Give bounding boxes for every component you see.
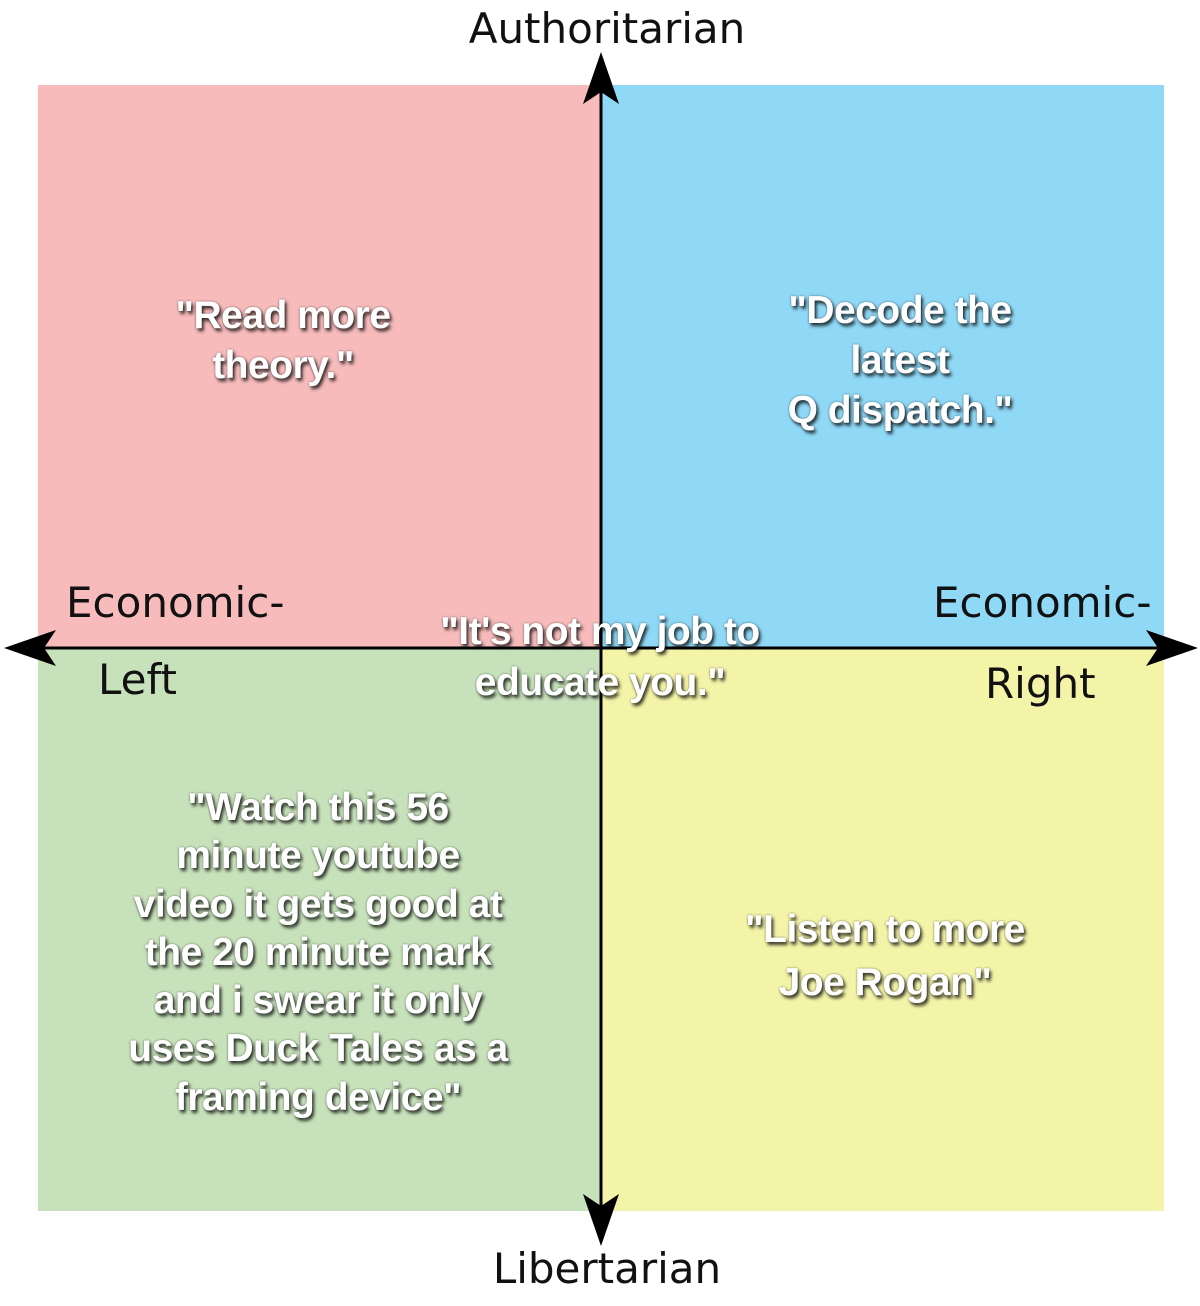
quote-top-left: "Read more theory." — [175, 294, 391, 387]
arrow-down-icon — [583, 1194, 619, 1246]
axis-label-left-line1: Economic- — [66, 578, 285, 627]
quadrant-bottom-right — [600, 648, 1164, 1211]
arrow-right-icon — [1146, 630, 1198, 666]
quadrant-top-left — [38, 85, 600, 648]
axis-label-bottom: Libertarian — [492, 1244, 722, 1293]
quote-bottom-left: "Watch this 56 minute youtube video it g… — [128, 786, 508, 1119]
arrow-up-icon — [583, 52, 619, 104]
axis-label-left-line2: Left — [98, 655, 178, 704]
quote-center: "It's not my job to educate you." — [440, 610, 760, 704]
axis-label-right-line1: Economic- — [933, 578, 1152, 627]
quadrant-top-right — [600, 85, 1164, 648]
axis-label-top: Authoritarian — [468, 4, 746, 53]
arrow-left-icon — [4, 630, 56, 666]
quote-bottom-right: "Listen to more Joe Rogan" — [745, 908, 1025, 1004]
quadrant-bottom-left — [38, 648, 600, 1211]
quote-top-right: "Decode the latest Q dispatch." — [787, 289, 1013, 432]
axis-label-right-line2: Right — [985, 659, 1096, 708]
